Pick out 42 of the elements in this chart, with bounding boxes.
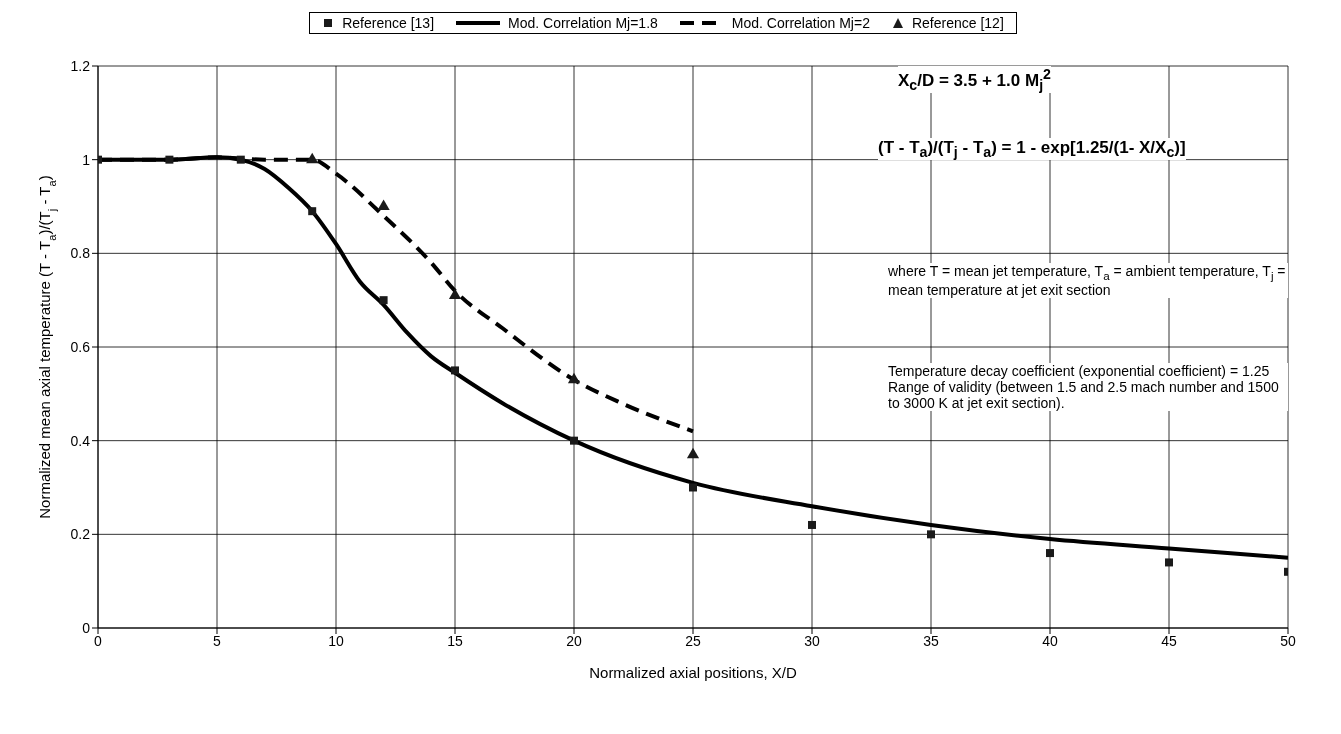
y-tick-label: 0.6 (70, 338, 91, 355)
point (1046, 549, 1054, 558)
point (927, 530, 935, 539)
point (451, 366, 459, 375)
legend-label: Reference [13] (342, 15, 435, 31)
text: where T = mean jet temperature, T$_{a}$ = ambient temperature, T$_{j}$ = mean temperature at jet exit section (888, 263, 1286, 298)
point (448, 288, 462, 299)
x-tick-label: 30 (804, 632, 820, 649)
point (1165, 558, 1173, 567)
x-tick-label: 5 (213, 632, 222, 649)
y-tick-label: 0.4 (70, 432, 91, 449)
point (570, 436, 578, 445)
annotation: Temperature decay coefficient (exponential coefficient) = 1.25 Range of validity (between 1.5 and 2.5 mach number and 1500 to 3000 K at jet exit section). (888, 363, 1288, 411)
point (236, 155, 245, 164)
x-tick-label: 0 (94, 632, 103, 649)
legend-label: Reference [12] (911, 15, 1004, 31)
legend-label: Mod. Correlation Mj=2 (731, 15, 870, 31)
point (306, 152, 319, 164)
point (379, 296, 388, 305)
x-tick-label: 20 (566, 632, 582, 649)
point (689, 483, 697, 492)
point (308, 207, 317, 216)
x-tick-label: 25 (685, 632, 701, 649)
x-tick-label: 35 (923, 632, 939, 649)
x-tick-label: 10 (328, 632, 344, 649)
y-tick-label: 1 (82, 151, 91, 168)
text: (T - T$_{a}$)/(T$_{j}$ - T$_{a}$) = 1 - exp[1.25/(1- X/X$_{c}$)] (878, 138, 1186, 161)
y-tick-label: 1.2 (70, 57, 91, 74)
y-tick-label: 0.2 (70, 526, 91, 543)
y-tick-label: 0.8 (70, 245, 91, 262)
x-tick-label: 40 (1042, 632, 1058, 649)
x-tick-label: 50 (1280, 632, 1296, 649)
x-tick-label: 45 (1161, 632, 1177, 649)
point (567, 372, 581, 384)
point (377, 199, 390, 211)
point (686, 447, 700, 459)
x-axis-title: Normalized axial positions, X/D (589, 664, 797, 681)
x-tick-label: 15 (447, 632, 463, 649)
legend-label: Mod. Correlation Mj=1.8 (508, 15, 658, 31)
point (808, 520, 816, 529)
y-tick-label: 0 (82, 619, 91, 636)
point (165, 155, 174, 164)
